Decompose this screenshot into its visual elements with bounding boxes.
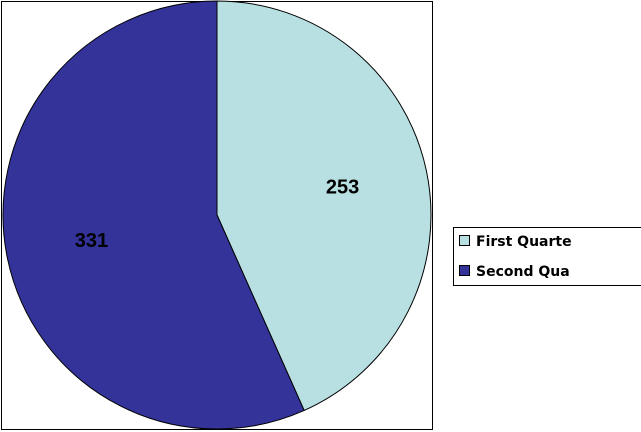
data-label: 253 [326, 177, 359, 199]
legend-label: First Quarte [476, 234, 572, 250]
pie-slice [216, 0, 432, 412]
pie-slice [2, 0, 305, 430]
legend-label: Second Qua [476, 264, 570, 280]
legend-box [453, 227, 641, 286]
legend-swatch [459, 265, 470, 276]
data-label: 331 [75, 230, 108, 252]
legend-swatch [459, 235, 470, 246]
